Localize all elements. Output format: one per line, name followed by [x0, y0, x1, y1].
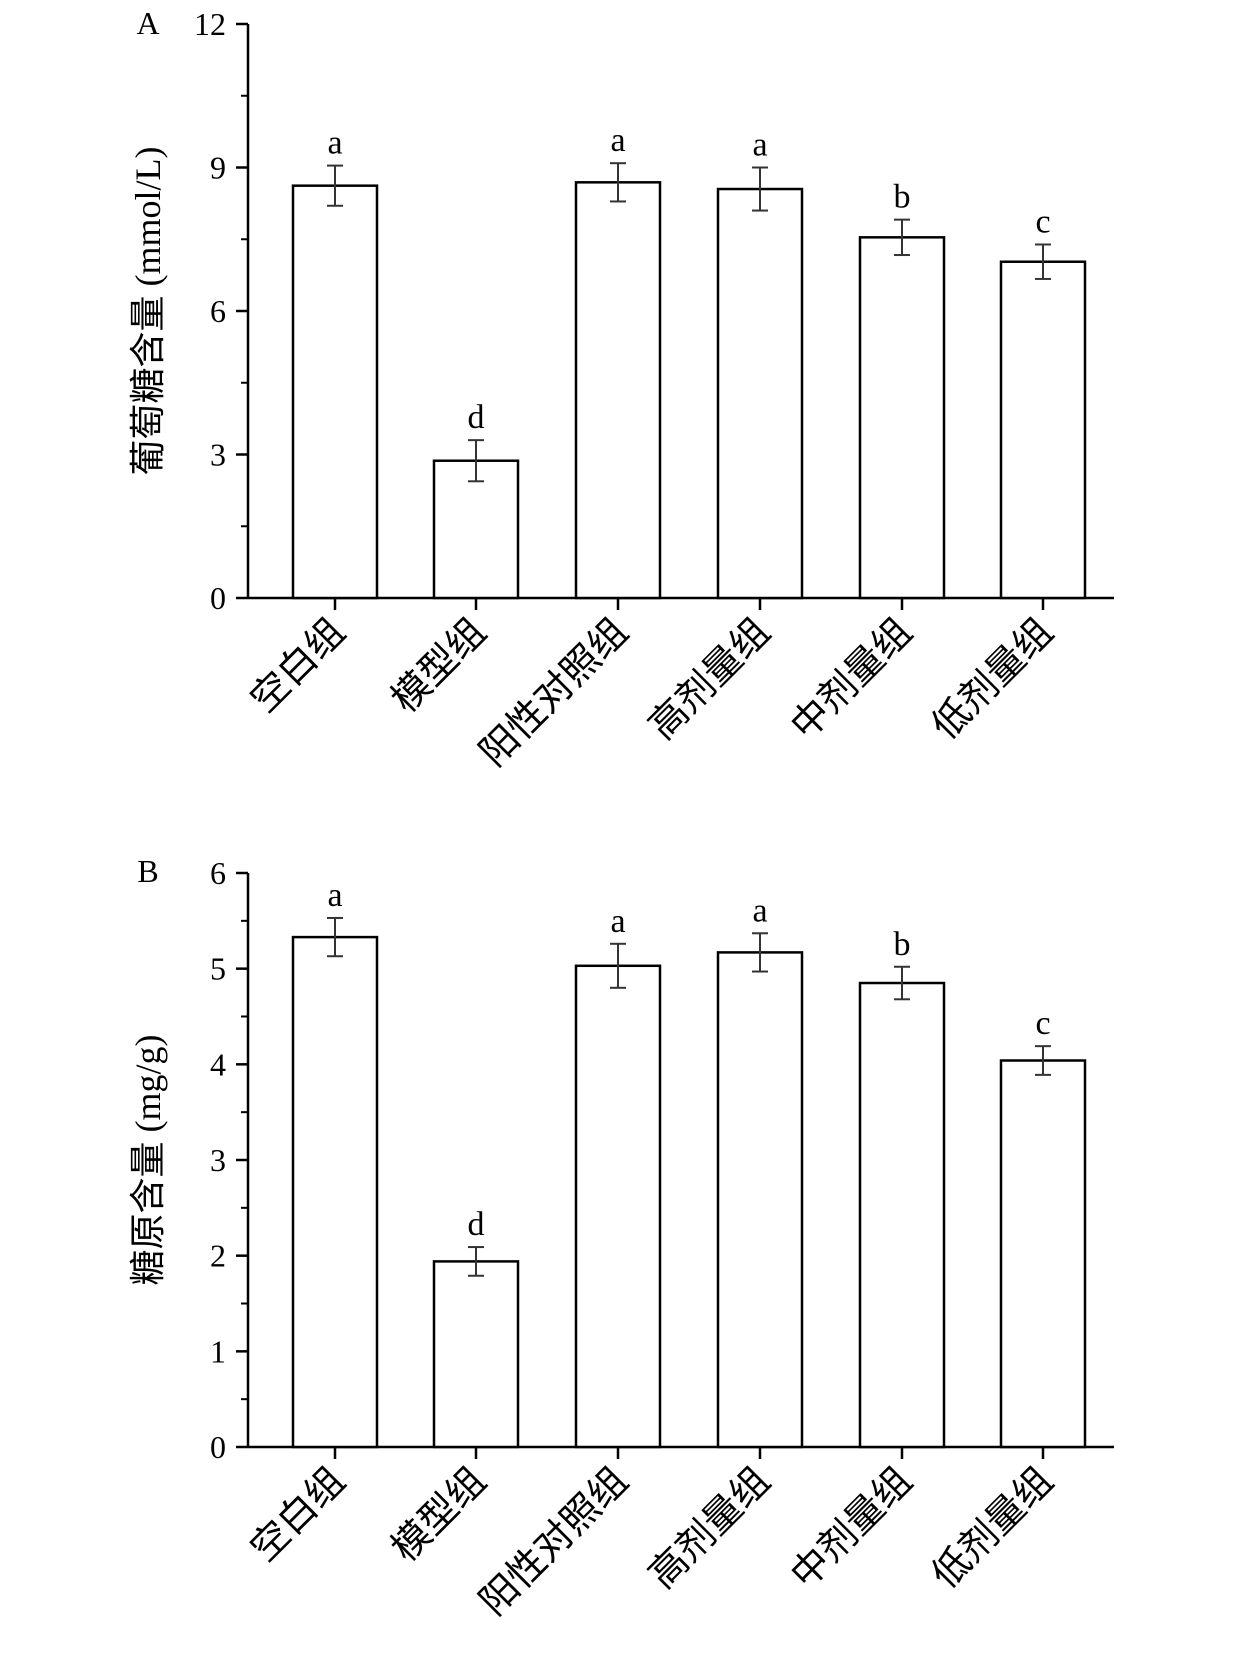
bar — [716, 187, 804, 600]
y-axis-title: 糖原含量 (mg/g) — [128, 1035, 168, 1286]
y-tick-label: 5 — [210, 951, 226, 987]
significance-letter: b — [894, 179, 911, 216]
bar — [574, 964, 662, 1449]
bar — [858, 236, 946, 600]
x-category-label: 中剂量组 — [783, 611, 920, 748]
x-category-label: 模型组 — [384, 611, 494, 721]
bar — [291, 935, 379, 1449]
y-tick-label: 12 — [194, 6, 226, 42]
x-category-label: 模型组 — [384, 1460, 494, 1570]
bar — [432, 1260, 520, 1449]
x-category-label: 阳性对照组 — [472, 611, 636, 775]
x-category-label: 高剂量组 — [641, 1460, 778, 1597]
x-category-label: 高剂量组 — [641, 611, 778, 748]
panel-label: B — [137, 853, 158, 889]
significance-letter: a — [327, 125, 342, 162]
significance-letter: c — [1035, 1005, 1050, 1042]
bar — [574, 181, 662, 600]
y-tick-label: 0 — [210, 580, 226, 616]
x-category-label: 低剂量组 — [924, 611, 1061, 748]
significance-letter: d — [468, 399, 485, 436]
significance-letter: b — [894, 926, 911, 963]
bar — [999, 260, 1087, 600]
x-category-label: 空白组 — [243, 611, 353, 721]
significance-letter: d — [468, 1206, 485, 1243]
y-tick-label: 3 — [210, 437, 226, 473]
x-category-label: 中剂量组 — [783, 1460, 920, 1597]
bar — [432, 459, 520, 600]
y-tick-label: 4 — [210, 1046, 226, 1082]
significance-letter: a — [610, 903, 625, 940]
bar — [999, 1059, 1087, 1449]
significance-letter: a — [752, 127, 767, 164]
y-tick-label: 3 — [210, 1142, 226, 1178]
significance-letter: a — [752, 892, 767, 929]
bar — [291, 184, 379, 600]
y-tick-label: 1 — [210, 1333, 226, 1369]
significance-letter: a — [610, 122, 625, 159]
y-tick-label: 9 — [210, 150, 226, 186]
y-tick-label: 0 — [210, 1429, 226, 1465]
y-tick-label: 6 — [210, 855, 226, 891]
x-category-label: 空白组 — [243, 1460, 353, 1570]
y-tick-label: 2 — [210, 1238, 226, 1274]
y-axis-title: 葡萄糖含量 (mmol/L) — [128, 147, 168, 476]
x-category-label: 低剂量组 — [924, 1460, 1061, 1597]
panel-label: A — [136, 5, 159, 41]
bar — [858, 981, 946, 1449]
y-tick-label: 6 — [210, 293, 226, 329]
significance-letter: a — [327, 877, 342, 914]
x-category-label: 阳性对照组 — [472, 1460, 636, 1624]
bar — [716, 951, 804, 1449]
panel-b: B 0 1 2 3 4 5 6 糖原含量 (mg/g) a 空白组 d 模型组 a 阳性对照组 a 高剂量组 b 中… — [128, 853, 1114, 1624]
significance-letter: c — [1035, 204, 1050, 241]
panel-a: A 0 3 6 9 12 葡萄糖含量 (mmol/L) a 空白组 d 模型组 a 阳性对照组 a 高剂量组… — [128, 5, 1114, 775]
